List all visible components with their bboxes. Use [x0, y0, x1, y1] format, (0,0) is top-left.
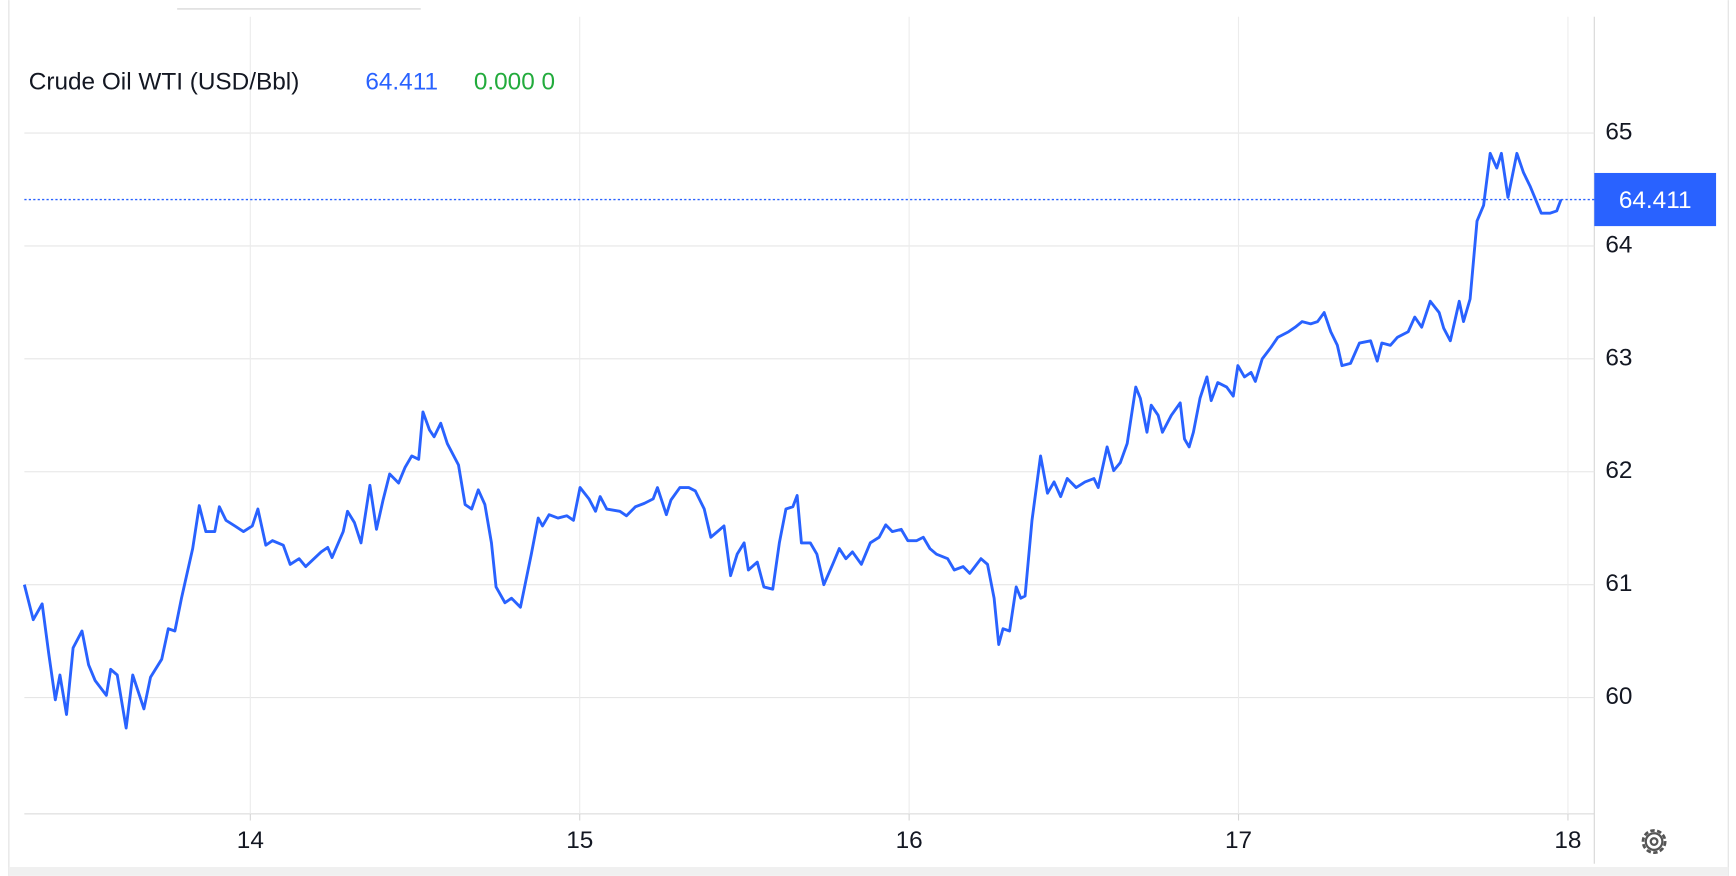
gear-teeth [1641, 829, 1667, 855]
price-line [22, 151, 1563, 730]
y-tick-label: 61 [1605, 570, 1632, 597]
y-tick-label: 64 [1605, 231, 1632, 258]
price-change: 0.000 0 [474, 69, 555, 96]
x-tick-label: 15 [566, 827, 593, 854]
last-price-badge [1594, 172, 1717, 227]
x-tick-label: 18 [1554, 827, 1581, 854]
x-tick-label: 16 [896, 827, 923, 854]
y-tick-label: 65 [1605, 118, 1632, 145]
gear-hub [1649, 837, 1659, 846]
bottom-bar [8, 867, 1729, 876]
settings-icon[interactable] [1641, 829, 1667, 855]
y-tick-label: 62 [1605, 457, 1632, 484]
gear-body [1644, 832, 1664, 851]
header-price: 64.411 [365, 69, 438, 96]
x-tick-label: 17 [1225, 827, 1252, 854]
x-tick-label: 14 [237, 827, 264, 854]
y-tick-label: 63 [1605, 344, 1632, 371]
last-price-label: 64.411 [1619, 187, 1692, 214]
instrument-title: Crude Oil WTI (USD/Bbl) [29, 69, 300, 96]
y-tick-label: 60 [1605, 683, 1632, 710]
